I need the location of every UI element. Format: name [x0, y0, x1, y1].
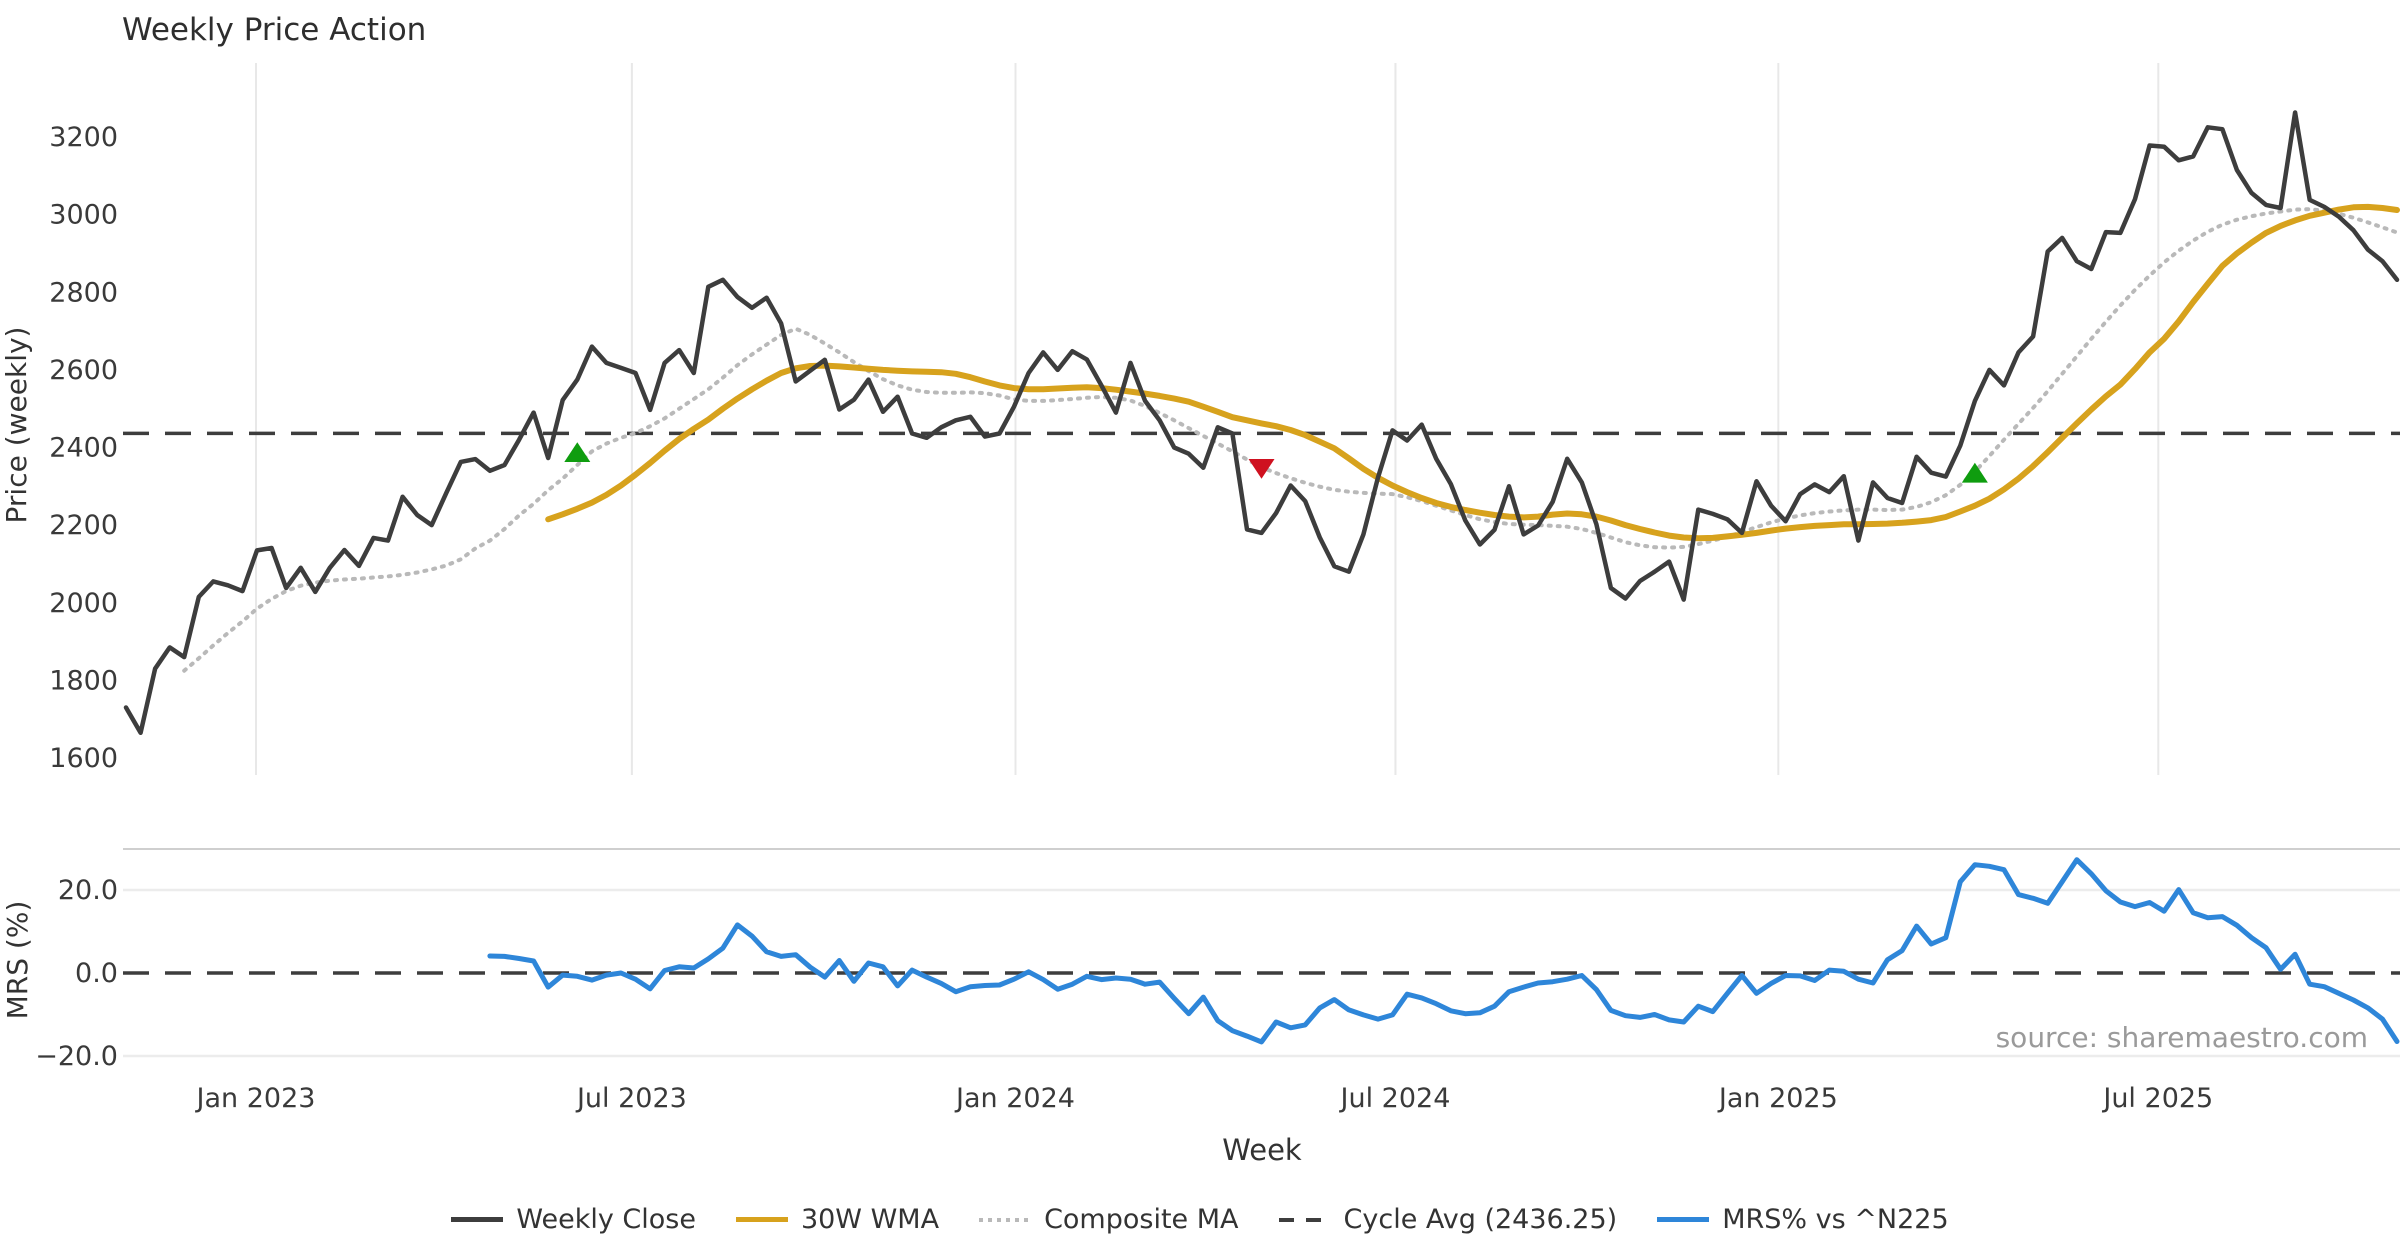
legend-item-composite-ma: Composite MA: [979, 1204, 1239, 1235]
price-axis-label: Price (weekly): [0, 327, 33, 524]
buy-signal-marker: [564, 442, 591, 463]
x-axis-label: Week: [1222, 1133, 1302, 1167]
legend-label: MRS% vs ^N225: [1722, 1204, 1949, 1235]
legend-label: 30W WMA: [800, 1204, 940, 1235]
chart-title: Weekly Price Action: [122, 12, 426, 48]
chart-legend: Weekly Close 30W WMA Composite MA Cycle Avg…: [0, 1204, 2400, 1235]
price-tick-label: 2000: [49, 588, 118, 619]
legend-label: Composite MA: [1044, 1204, 1239, 1235]
price-tick-label: 1800: [49, 665, 118, 696]
price-tick-label: 3200: [49, 122, 118, 153]
series-30w-wma: [545, 203, 2400, 542]
series-weekly-close: [123, 110, 2400, 736]
mrs-axis-label: MRS (%): [1, 901, 34, 1020]
x-tick-label: Jul 2023: [575, 1083, 687, 1114]
x-tick-label: Jan 2023: [195, 1083, 316, 1114]
legend-item-30w-wma: 30W WMA: [735, 1204, 940, 1235]
mrs-tick-label: 20.0: [58, 875, 118, 906]
mrs-tick-label: 0.0: [75, 958, 118, 989]
series-mrs-vs-n225: [487, 857, 2400, 1045]
legend-swatch: [1657, 1217, 1710, 1222]
series-layer: [123, 110, 2400, 1045]
price-tick-label: 2600: [49, 355, 118, 386]
legend-swatch: [979, 1217, 1032, 1222]
legend-item-mrs-vs-n225: MRS% vs ^N225: [1657, 1204, 1949, 1235]
legend-swatch: [451, 1217, 504, 1222]
price-tick-label: 2800: [49, 277, 118, 308]
tick-label-layer: 3200 3000 2800 2600 2400 2200 2000 1800 1600 20.0…: [35, 122, 2213, 1114]
x-tick-label: Jan 2024: [954, 1083, 1075, 1114]
source-watermark: source: sharemaestro.com: [1996, 1021, 2368, 1054]
legend-item-weekly-close: Weekly Close: [451, 1204, 696, 1235]
gridline-layer: [123, 63, 2400, 1058]
buy-signal-marker: [1961, 462, 1988, 483]
signal-marker-layer: [564, 442, 1988, 483]
price-tick-label: 2400: [49, 433, 118, 464]
legend-swatch: [735, 1217, 788, 1222]
price-tick-label: 3000: [49, 200, 118, 231]
legend-label: Weekly Close: [516, 1204, 696, 1235]
x-tick-label: Jul 2024: [1339, 1083, 1451, 1114]
legend-swatch: [1278, 1217, 1331, 1222]
sell-signal-marker: [1248, 458, 1275, 479]
legend-item-cycle-avg-2436-25-: Cycle Avg (2436.25): [1278, 1204, 1618, 1235]
x-tick-label: Jan 2025: [1717, 1083, 1838, 1114]
x-tick-label: Jul 2025: [2101, 1083, 2213, 1114]
series-composite-ma: [182, 207, 2399, 673]
legend-label: Cycle Avg (2436.25): [1343, 1204, 1618, 1235]
price-tick-label: 2200: [49, 510, 118, 541]
mrs-tick-label: −20.0: [35, 1041, 118, 1072]
price-tick-label: 1600: [49, 743, 118, 774]
